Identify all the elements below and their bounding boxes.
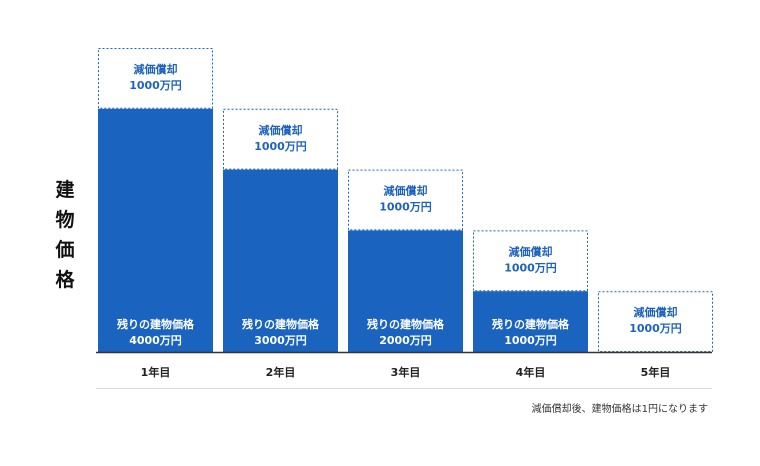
category-labels: 1年目 2年目 3年目 4年目 5年目 <box>141 365 671 379</box>
y-axis-label: 建物価格 <box>54 178 75 291</box>
depreciation-box <box>348 169 463 231</box>
category-label: 2年目 <box>266 365 296 379</box>
remaining-label: 残りの建物価格 <box>367 317 445 331</box>
remaining-label: 残りの建物価格 <box>117 317 195 331</box>
category-label: 4年目 <box>516 365 546 379</box>
depreciation-value-label: 1000万円 <box>629 322 682 335</box>
y-axis-label-char: 格 <box>55 268 75 291</box>
depreciation-label: 減価償却 <box>384 184 428 198</box>
remaining-label: 残りの建物価格 <box>242 317 320 331</box>
remaining-label: 残りの建物価格 <box>492 317 570 331</box>
depreciation-value-label: 1000万円 <box>504 261 557 274</box>
remaining-value-bar <box>98 108 213 352</box>
category-label: 1年目 <box>141 365 171 379</box>
depreciation-value-label: 1000万円 <box>379 201 432 214</box>
depreciation-label: 減価償却 <box>259 123 303 137</box>
depreciation-label: 減価償却 <box>134 62 178 76</box>
depreciation-box <box>473 230 588 292</box>
depreciation-value-label: 1000万円 <box>129 79 182 92</box>
category-label: 3年目 <box>391 365 421 379</box>
remaining-value-label: 4000万円 <box>129 334 182 347</box>
remaining-value-bar <box>348 230 463 352</box>
remaining-value-label: 3000万円 <box>254 334 307 347</box>
depreciation-box <box>223 108 338 170</box>
y-axis-label-char: 建 <box>55 178 74 201</box>
remaining-value-label: 2000万円 <box>379 334 432 347</box>
footnote: 減価償却後、建物価格は1円になります <box>531 404 708 415</box>
remaining-value-label: 1000万円 <box>504 334 557 347</box>
bars: 残りの建物価格4000万円減価償却1000万円残りの建物価格3000万円減価償却… <box>98 48 713 353</box>
depreciation-box <box>98 48 213 109</box>
y-axis-label-char: 物 <box>55 208 74 231</box>
depreciation-label: 減価償却 <box>634 305 678 319</box>
remaining-value-bar <box>223 169 338 352</box>
y-axis-label-char: 価 <box>54 239 74 261</box>
depreciation-value-label: 1000万円 <box>254 140 307 153</box>
depreciation-label: 減価償却 <box>509 244 553 258</box>
remaining-value-bar <box>473 291 588 352</box>
depreciation-box <box>598 291 713 353</box>
category-label: 5年目 <box>641 365 671 379</box>
